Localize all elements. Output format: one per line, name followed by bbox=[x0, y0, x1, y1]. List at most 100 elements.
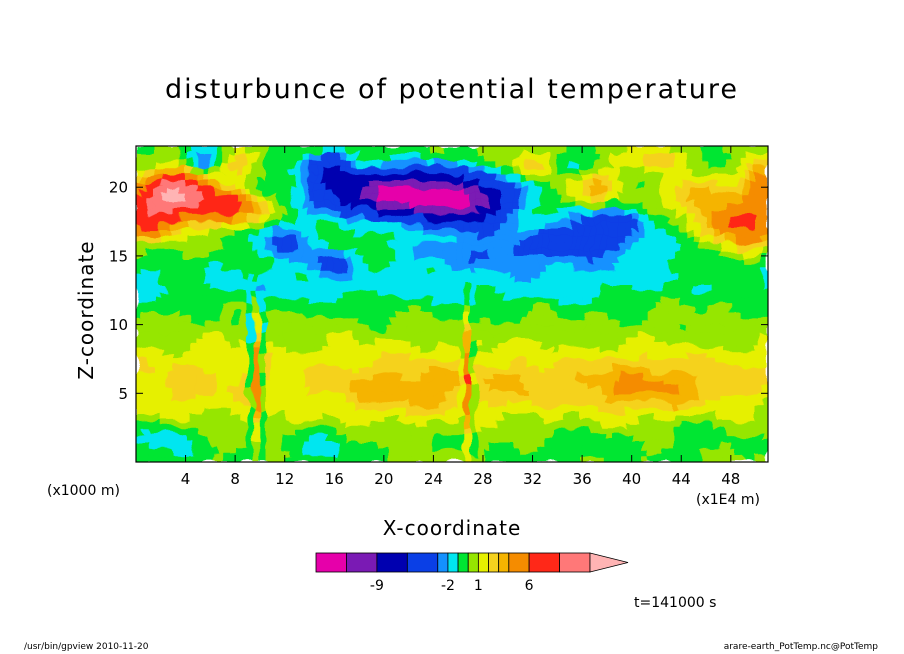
field-cell bbox=[439, 413, 447, 422]
field-cell bbox=[209, 262, 218, 271]
field-cell bbox=[346, 358, 354, 367]
field-cell bbox=[315, 330, 323, 339]
field-cell bbox=[333, 282, 342, 291]
field-cell bbox=[649, 427, 658, 436]
field-cell bbox=[160, 186, 168, 195]
field-cell bbox=[265, 146, 273, 154]
field-cell bbox=[686, 447, 695, 456]
field-cell bbox=[389, 207, 397, 216]
field-cell bbox=[469, 296, 478, 305]
field-cell bbox=[383, 159, 391, 168]
field-cell bbox=[624, 351, 633, 360]
field-cell bbox=[550, 275, 558, 284]
field-cell bbox=[463, 159, 472, 168]
field-cell bbox=[153, 447, 162, 456]
field-cell bbox=[531, 159, 540, 168]
field-cell bbox=[432, 159, 441, 168]
field-cell bbox=[699, 220, 707, 230]
field-cell bbox=[284, 241, 292, 250]
field-cell bbox=[705, 269, 713, 278]
field-cell bbox=[364, 193, 373, 202]
field-cell bbox=[377, 146, 385, 154]
field-cell bbox=[556, 269, 565, 278]
field-cell bbox=[606, 200, 614, 209]
field-cell bbox=[513, 372, 521, 381]
field-cell bbox=[172, 269, 180, 278]
field-cell bbox=[631, 358, 639, 367]
field-cell bbox=[699, 440, 707, 449]
field-cell bbox=[693, 303, 701, 312]
field-cell bbox=[693, 330, 701, 339]
field-cell bbox=[215, 420, 224, 429]
field-cell bbox=[742, 275, 751, 284]
field-cell bbox=[649, 207, 658, 216]
field-cell bbox=[742, 262, 751, 271]
field-cell bbox=[674, 385, 682, 394]
field-cell bbox=[612, 220, 620, 230]
field-cell bbox=[742, 241, 751, 250]
field-cell bbox=[389, 406, 397, 415]
field-cell bbox=[587, 179, 596, 188]
field-cell bbox=[339, 378, 348, 388]
field-cell bbox=[184, 317, 193, 326]
field-cell bbox=[302, 152, 311, 161]
field-cell bbox=[259, 179, 267, 188]
field-cell bbox=[147, 214, 156, 223]
field-cell bbox=[761, 310, 768, 319]
field-cell bbox=[136, 186, 143, 195]
field-cell bbox=[296, 372, 304, 381]
colorbar-segment bbox=[447, 552, 459, 573]
field-cell bbox=[488, 399, 496, 408]
field-cell bbox=[686, 152, 695, 161]
field-cell bbox=[556, 317, 565, 326]
field-cell bbox=[240, 255, 249, 264]
field-cell bbox=[147, 207, 156, 216]
field-cell bbox=[160, 248, 168, 257]
field-cell bbox=[587, 275, 596, 284]
field-cell bbox=[525, 262, 534, 271]
field-cell bbox=[439, 275, 447, 284]
field-cell bbox=[662, 214, 670, 223]
field-cell bbox=[277, 303, 286, 312]
field-cell bbox=[606, 214, 614, 223]
field-cell bbox=[389, 337, 397, 346]
field-cell bbox=[302, 330, 311, 339]
field-cell bbox=[482, 269, 490, 278]
field-cell bbox=[507, 296, 515, 305]
field-cell bbox=[160, 427, 168, 436]
field-cell bbox=[736, 207, 744, 216]
field-cell bbox=[531, 241, 540, 250]
field-cell bbox=[550, 454, 558, 462]
field-cell bbox=[414, 269, 422, 278]
field-cell bbox=[463, 351, 472, 360]
field-cell bbox=[488, 200, 496, 209]
field-cell bbox=[414, 289, 422, 298]
field-cell bbox=[277, 193, 286, 202]
field-cell bbox=[562, 413, 571, 422]
field-cell bbox=[469, 186, 478, 195]
field-cell bbox=[284, 406, 292, 415]
field-cell bbox=[600, 365, 608, 374]
field-cell bbox=[401, 241, 410, 250]
field-cell bbox=[327, 385, 335, 394]
field-cell bbox=[271, 166, 280, 175]
field-cell bbox=[531, 207, 540, 216]
field-cell bbox=[302, 420, 311, 429]
field-cell bbox=[346, 447, 354, 456]
field-cell bbox=[693, 214, 701, 223]
field-cell bbox=[606, 275, 614, 284]
field-cell bbox=[153, 159, 162, 168]
colorbar-segment bbox=[477, 552, 489, 573]
field-cell bbox=[538, 227, 546, 236]
field-cell bbox=[203, 227, 211, 236]
field-cell bbox=[451, 413, 459, 422]
field-cell bbox=[147, 317, 156, 326]
field-cell bbox=[600, 262, 608, 271]
field-cell bbox=[488, 420, 496, 429]
field-cell bbox=[680, 372, 689, 381]
field-cell bbox=[414, 179, 422, 188]
field-cell bbox=[197, 282, 205, 291]
field-cell bbox=[389, 296, 397, 305]
field-cell bbox=[457, 351, 465, 360]
field-cell bbox=[271, 378, 280, 388]
